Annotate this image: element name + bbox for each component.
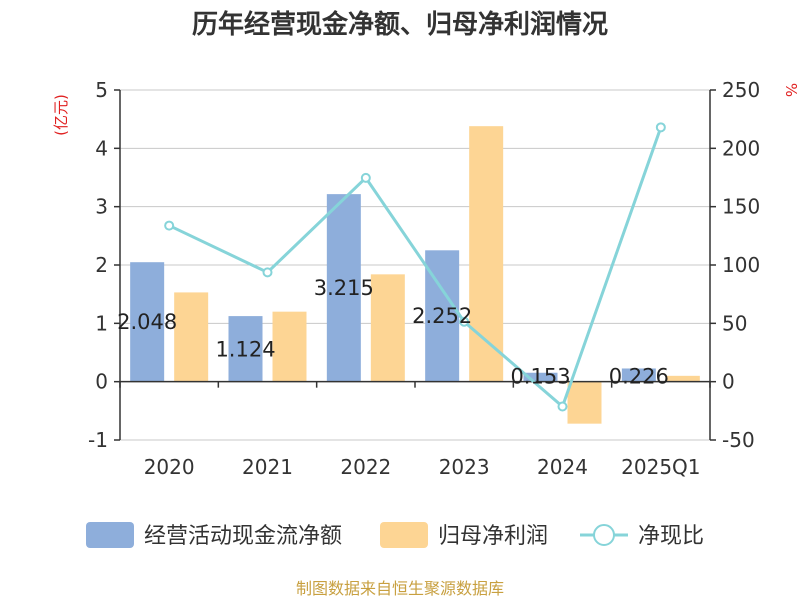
bar-net-profit <box>272 311 307 382</box>
x-tick-label: 2021 <box>242 455 293 479</box>
y-left-tick-label: 3 <box>95 195 108 219</box>
line-point-cash-ratio <box>557 401 568 412</box>
bar-net-profit <box>370 274 405 382</box>
bar-net-profit <box>469 126 504 382</box>
line-cash-ratio <box>168 126 663 410</box>
data-label-operating-cashflow: 0.153 <box>510 365 570 389</box>
data-label-operating-cashflow: 2.048 <box>117 310 177 334</box>
y-right-tick-label: 100 <box>722 253 760 277</box>
legend-label: 经营活动现金流净额 <box>144 524 342 549</box>
bar-operating-cashflow <box>523 372 558 382</box>
y-left-unit: (亿元) <box>52 94 70 136</box>
bar-net-profit <box>567 381 602 424</box>
y-left-tick-label: 0 <box>95 370 108 394</box>
bar-operating-cashflow <box>326 194 361 382</box>
line-point-cash-ratio <box>164 220 175 231</box>
y-right-tick-label: -50 <box>722 428 755 452</box>
y-right-tick-label: 0 <box>722 370 735 394</box>
line-point-cash-ratio <box>262 267 273 278</box>
y-right-tick-label: 50 <box>722 311 747 335</box>
y-left-tick-label: -1 <box>88 428 108 452</box>
source-note: 制图数据来自恒生聚源数据库 <box>296 579 504 598</box>
line-point-cash-ratio <box>655 122 666 133</box>
data-label-operating-cashflow: 3.215 <box>314 276 374 300</box>
x-tick-label: 2024 <box>537 455 588 479</box>
bar-operating-cashflow <box>130 262 165 382</box>
data-label-operating-cashflow: 2.252 <box>412 304 472 328</box>
bar-operating-cashflow <box>621 368 656 382</box>
bar-operating-cashflow <box>228 316 263 382</box>
y-right-unit: % <box>782 83 800 97</box>
chart-title: 历年经营现金净额、归母净利润情况 <box>192 9 608 40</box>
y-left-tick-label: 5 <box>95 78 108 102</box>
y-left-tick-label: 1 <box>95 311 108 335</box>
x-tick-label: 2022 <box>340 455 391 479</box>
y-right-tick-label: 250 <box>722 78 760 102</box>
legend-label: 归母净利润 <box>438 524 548 549</box>
legend-swatch <box>380 522 428 548</box>
y-left-tick-label: 2 <box>95 253 108 277</box>
x-tick-label: 2023 <box>439 455 490 479</box>
bar-net-profit <box>174 292 209 382</box>
y-right-tick-label: 150 <box>722 195 760 219</box>
y-right-tick-label: 200 <box>722 136 760 160</box>
data-label-operating-cashflow: 1.124 <box>215 338 275 362</box>
line-point-cash-ratio <box>459 316 470 327</box>
x-tick-label: 2025Q1 <box>621 455 700 479</box>
data-label-operating-cashflow: 0.226 <box>609 365 669 389</box>
x-tick-label: 2020 <box>144 455 195 479</box>
legend-label: 净现比 <box>638 524 704 549</box>
bar-net-profit <box>665 375 700 382</box>
legend-swatch <box>86 522 134 548</box>
y-left-tick-label: 4 <box>95 136 108 160</box>
line-point-cash-ratio <box>360 172 371 183</box>
legend-swatch-marker <box>593 524 615 546</box>
